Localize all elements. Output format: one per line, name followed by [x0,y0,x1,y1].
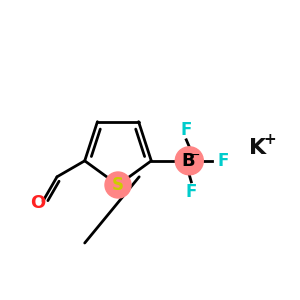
Text: F: F [186,183,197,201]
Text: B: B [182,152,195,170]
Text: F: F [218,152,229,170]
Text: F: F [181,121,192,139]
Text: S: S [112,176,124,194]
Circle shape [175,147,203,175]
Circle shape [105,172,131,198]
Text: O: O [30,194,46,212]
Text: −: − [190,149,200,162]
Text: +: + [264,133,276,148]
Text: K: K [249,138,267,158]
